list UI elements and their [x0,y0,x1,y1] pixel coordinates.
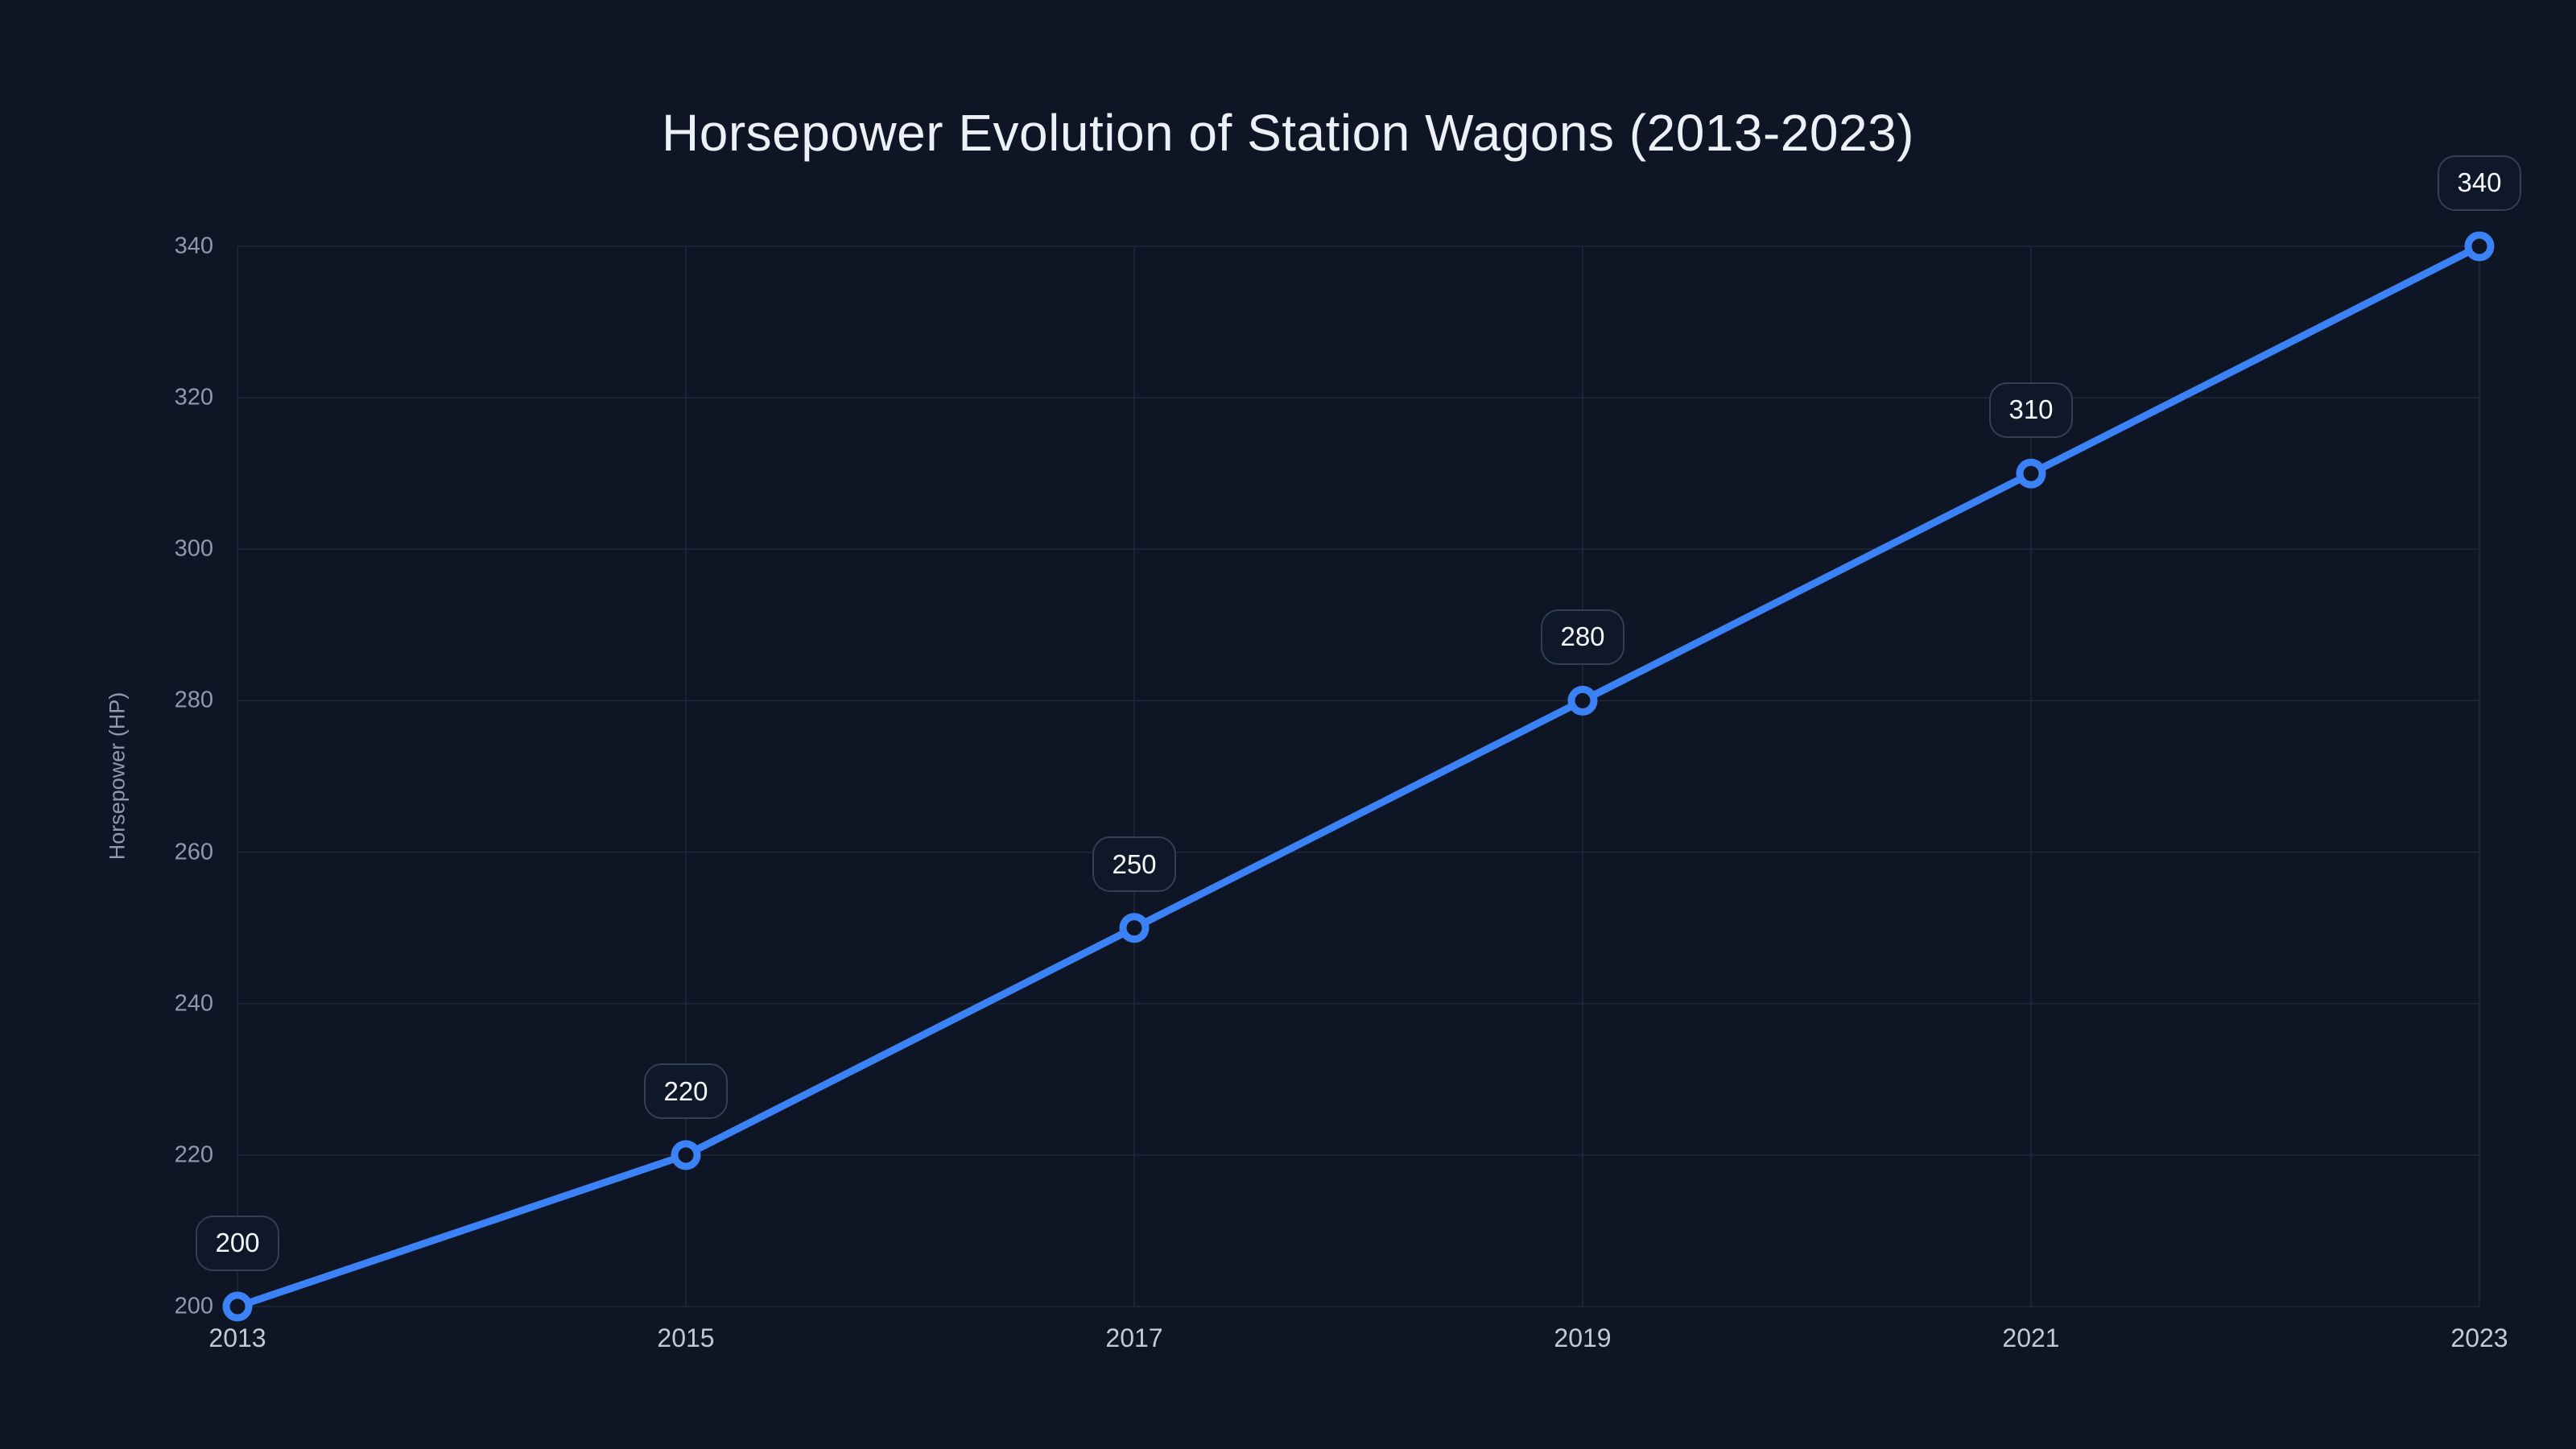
x-tick-label: 2021 [2002,1323,2060,1352]
x-tick-label: 2023 [2450,1323,2508,1352]
y-tick-label: 220 [174,1141,213,1168]
point-value-label: 280 [1541,609,1624,665]
x-tick-label: 2017 [1105,1323,1163,1352]
y-tick-label: 240 [174,990,213,1017]
y-tick-label: 340 [174,233,213,259]
data-point-marker[interactable] [1567,685,1598,716]
y-tick-label: 280 [174,687,213,713]
data-point-marker[interactable] [2016,458,2046,489]
x-tick-label: 2019 [1554,1323,1612,1352]
data-point-marker[interactable] [1119,913,1150,943]
point-value-label: 220 [644,1063,728,1120]
data-line [233,242,2483,1311]
chart-title: Horsepower Evolution of Station Wagons (… [662,104,1914,162]
y-tick-label: 260 [174,839,213,865]
data-point-marker[interactable] [222,1291,253,1322]
y-tick-label: 320 [174,384,213,411]
point-value-label: 200 [196,1215,279,1271]
y-tick-label: 200 [174,1293,213,1319]
y-tick-label: 300 [174,535,213,562]
x-tick-label: 2015 [657,1323,715,1352]
data-point-marker[interactable] [2464,231,2495,262]
data-point-marker[interactable] [671,1140,701,1170]
point-value-label: 250 [1092,836,1176,893]
point-value-label: 310 [1989,382,2073,438]
x-tick-label: 2013 [208,1323,266,1352]
point-value-label: 340 [2438,155,2521,211]
